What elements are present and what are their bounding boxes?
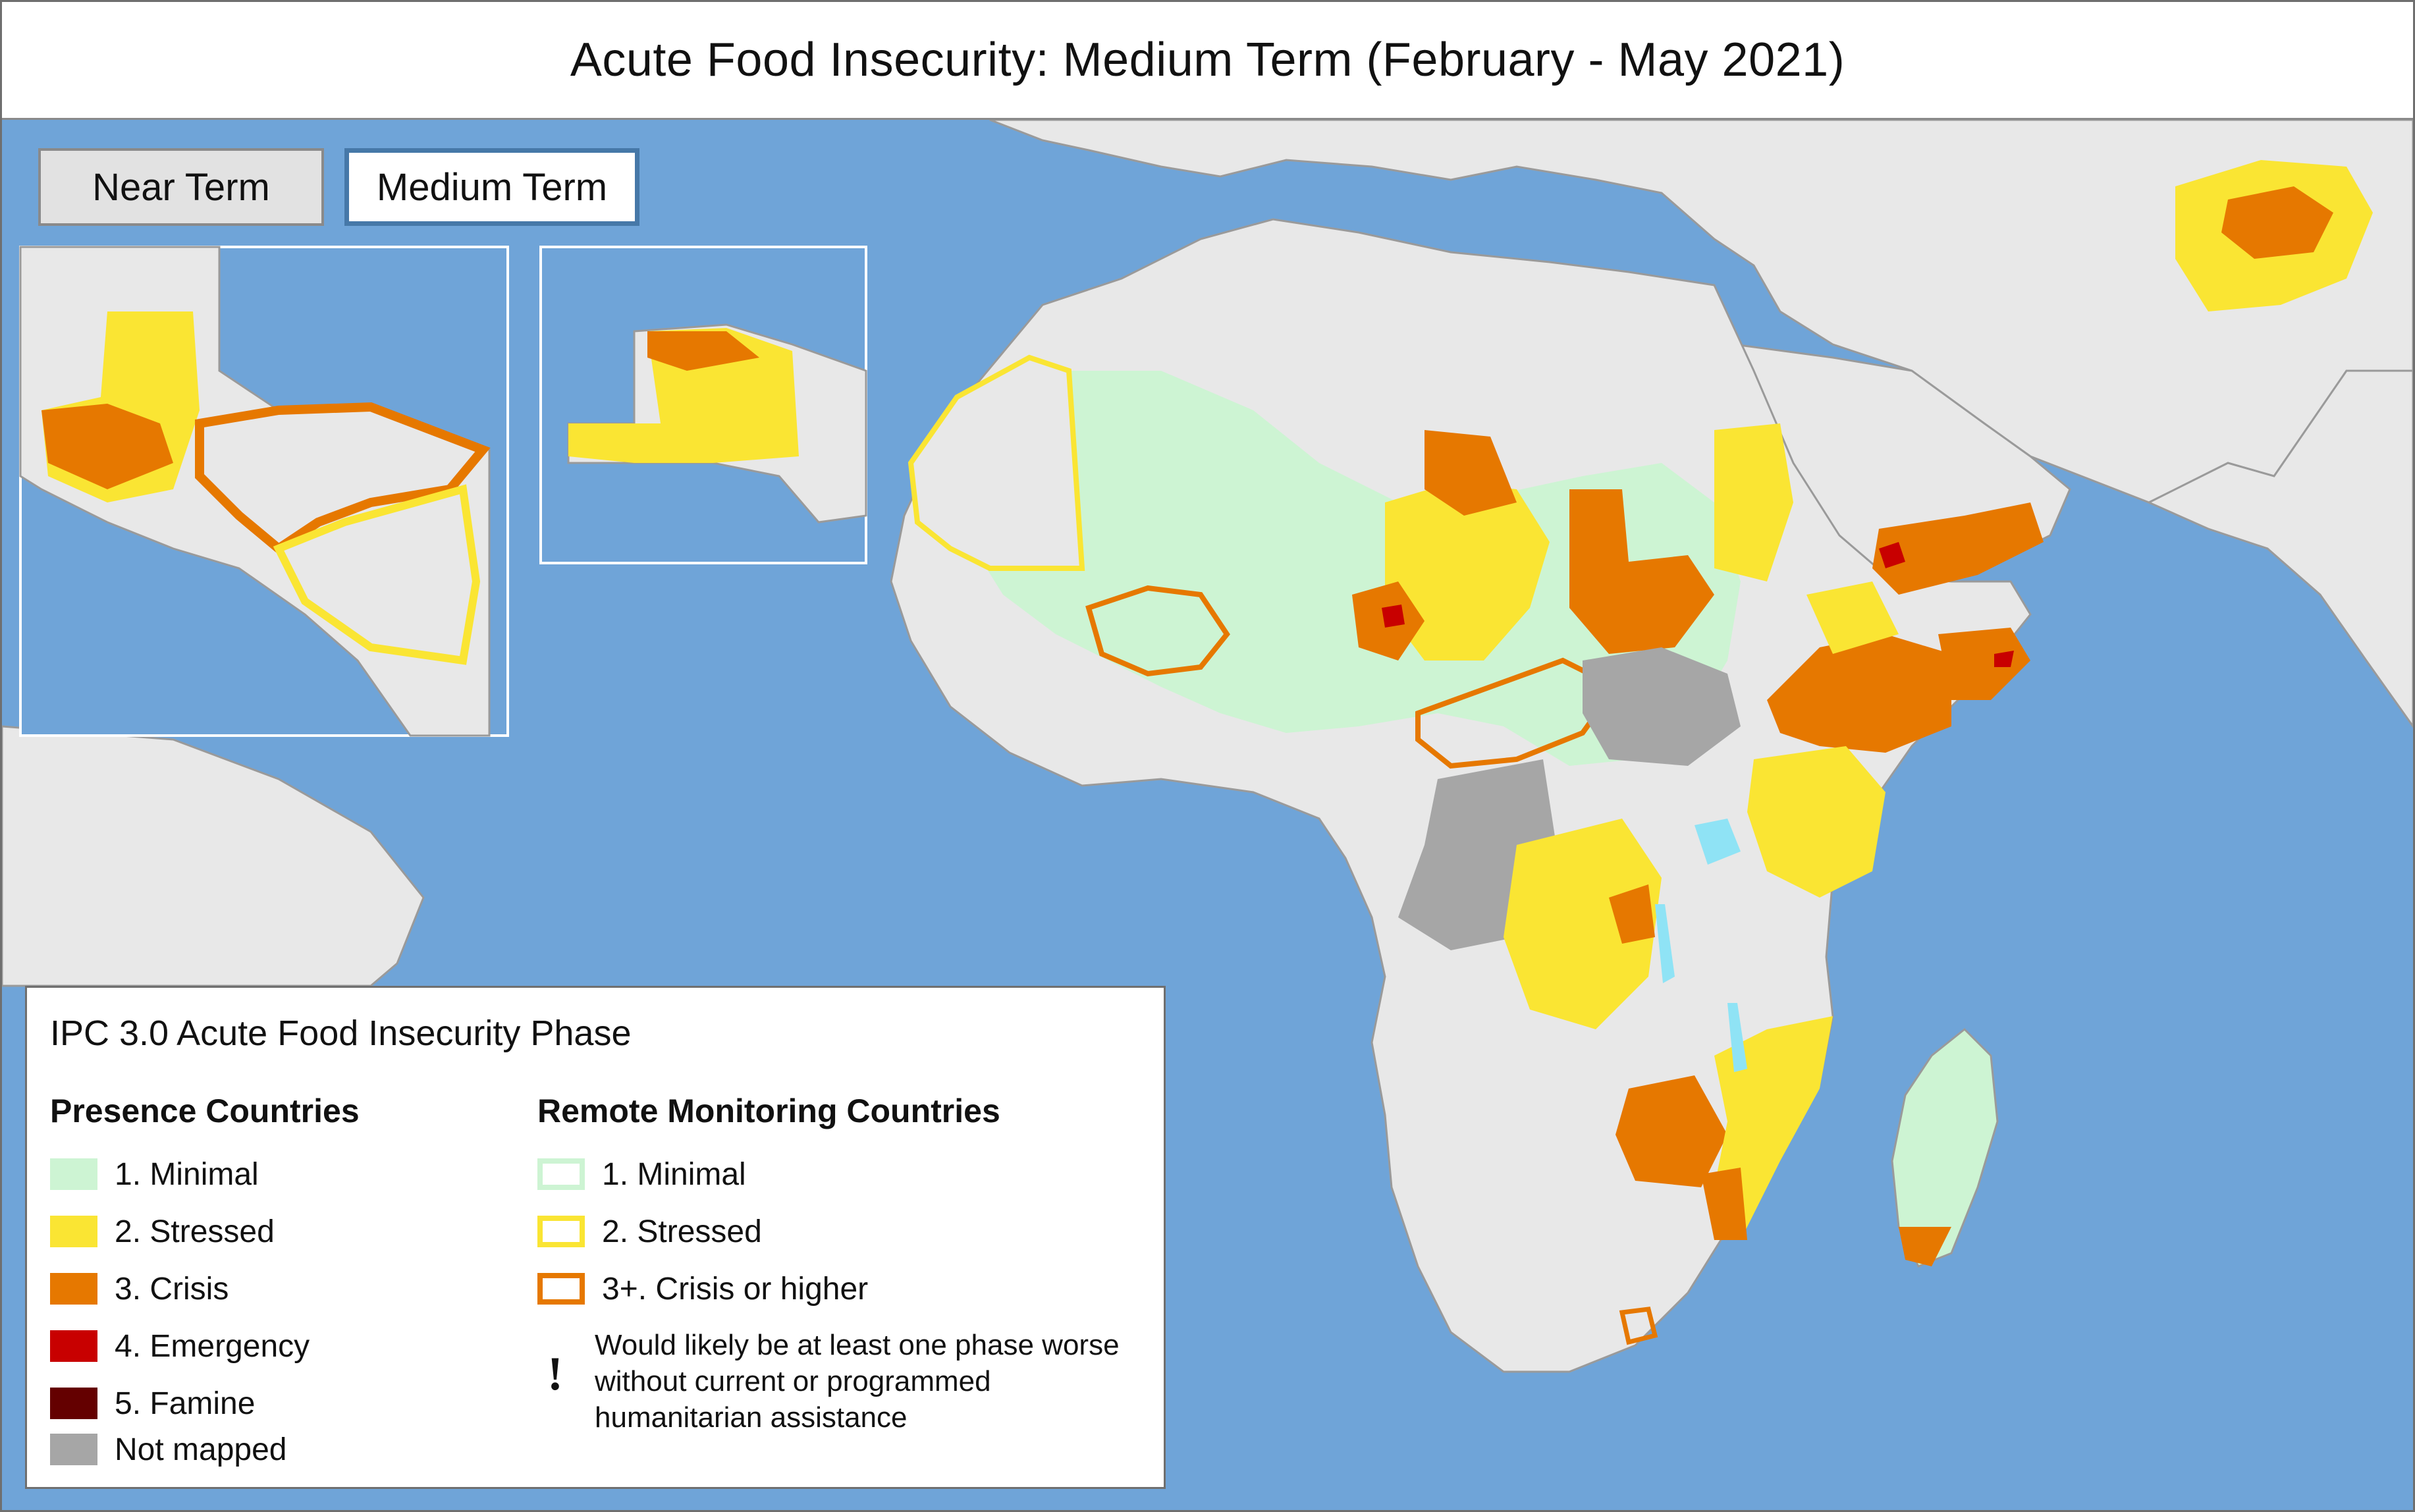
legend-presence-item: 2. Stressed <box>50 1212 275 1251</box>
inset-honduras-remote <box>195 402 491 554</box>
legend-label: 2. Stressed <box>602 1214 762 1249</box>
legend-label: Not mapped <box>115 1432 287 1467</box>
region-drc-stressed <box>1504 819 1662 1029</box>
region-south-sudan-not-mapped <box>1583 647 1741 766</box>
legend-swatch <box>50 1330 97 1362</box>
region-kenya-stressed <box>1747 746 1886 898</box>
legend-presence-heading: Presence Countries <box>50 1093 360 1129</box>
legend-presence-item: 4. Emergency <box>50 1327 310 1365</box>
legend-presence-item: Not mapped <box>50 1430 287 1469</box>
region-car-remote <box>1415 657 1619 769</box>
legend-swatch <box>537 1216 585 1247</box>
exclamation-icon: ! <box>547 1347 563 1400</box>
title-bar: Acute Food Insecurity: Medium Term (Febr… <box>2 2 2413 120</box>
legend-swatch <box>537 1158 585 1190</box>
page-title: Acute Food Insecurity: Medium Term (Febr… <box>570 34 1845 86</box>
madagascar-south <box>1899 1227 1951 1266</box>
legend-presence-item: 5. Famine <box>50 1384 255 1422</box>
legend-label: 1. Minimal <box>602 1156 746 1192</box>
legend-remote-item: 1. Minimal <box>537 1155 746 1193</box>
inset-haiti-stressed <box>568 328 799 463</box>
legend-remote-heading: Remote Monitoring Countries <box>537 1093 1000 1129</box>
region-somalia-crisis <box>1938 628 2030 700</box>
legend-title: IPC 3.0 Acute Food Insecurity Phase <box>50 1013 632 1053</box>
region-sudan-stressed <box>1714 423 1793 581</box>
legend-remote-item: 2. Stressed <box>537 1212 762 1251</box>
region-mozambique-crisis <box>1701 1168 1747 1240</box>
legend-label: 5. Famine <box>115 1386 256 1421</box>
region-nigeria-emergency <box>1382 605 1405 628</box>
legend-label: 3+. Crisis or higher <box>602 1271 869 1307</box>
region-mauritania-remote <box>908 354 1085 571</box>
inset-nicaragua-remote <box>273 484 481 665</box>
lake-malawi <box>1727 1003 1747 1072</box>
inset-haiti-crisis <box>647 331 759 371</box>
legend-swatch <box>537 1273 585 1305</box>
legend: IPC 3.0 Acute Food Insecurity Phase Pres… <box>25 986 1166 1489</box>
region-ethiopia-stressed <box>1806 581 1899 654</box>
region-niger-crisis <box>1425 430 1517 516</box>
region-yemen-emergency <box>1879 542 1905 568</box>
legend-swatch <box>50 1216 97 1247</box>
legend-presence-item: 3. Crisis <box>50 1270 229 1308</box>
land-madagascar <box>1891 1027 1999 1268</box>
legend-remote-item: 3+. Crisis or higher <box>537 1270 868 1308</box>
region-drc-crisis <box>1609 884 1655 944</box>
region-somalia-emergency <box>1994 651 2014 667</box>
region-lesotho-remote <box>1619 1307 1658 1345</box>
tab-near-term[interactable]: Near Term <box>38 148 324 226</box>
inset-guatemala-crisis <box>41 404 173 489</box>
region-niger-stressed <box>1385 483 1550 661</box>
legend-swatch <box>50 1434 97 1465</box>
legend-presence-item: 1. Minimal <box>50 1155 259 1193</box>
tab-medium-term[interactable]: Medium Term <box>344 148 639 226</box>
region-yemen-crisis <box>1872 502 2044 595</box>
land-south-america <box>2 725 425 987</box>
legend-swatch <box>50 1273 97 1305</box>
map-canvas[interactable] <box>2 120 2413 1510</box>
region-afghanistan-crisis <box>2221 186 2333 259</box>
region-zimbabwe-crisis <box>1615 1075 1727 1187</box>
legend-assistance-note: Would likely be at least one phase worse… <box>595 1329 1120 1434</box>
legend-label: 2. Stressed <box>115 1214 275 1249</box>
region-mozambique-stressed <box>1714 1016 1833 1240</box>
legend-swatch <box>50 1388 97 1419</box>
legend-label: 1. Minimal <box>115 1156 259 1192</box>
land-india <box>2146 369 2413 728</box>
region-burkina-remote <box>1085 585 1230 677</box>
legend-swatch <box>50 1158 97 1190</box>
region-ethiopia-crisis <box>1767 634 1951 753</box>
lake-victoria <box>1695 819 1741 865</box>
legend-label: 3. Crisis <box>115 1271 229 1307</box>
lake-tanganyika <box>1655 904 1675 983</box>
region-sudan-crisis <box>1569 489 1714 654</box>
legend-label: 4. Emergency <box>115 1328 310 1364</box>
